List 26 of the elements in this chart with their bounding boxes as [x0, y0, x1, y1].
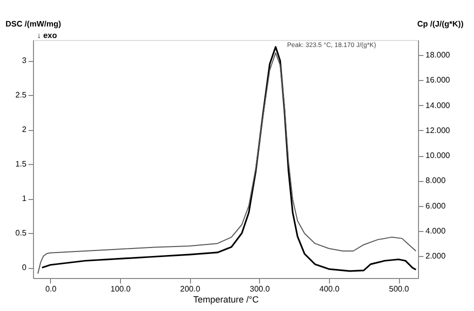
x-tick-label: 300.0	[250, 284, 270, 294]
x-tick-label: 100.0	[110, 284, 132, 294]
y-tick-label: 3	[22, 56, 28, 66]
y2-tick-label: 12.000	[426, 126, 451, 135]
y2-tick-label: 16.000	[426, 76, 451, 85]
x-axis-title: Temperature /°C	[193, 294, 260, 304]
y2-tick-label: 6.000	[426, 201, 446, 210]
x-tick-label: 0.0	[45, 284, 58, 294]
y-tick-label: 0	[22, 263, 28, 272]
y-axis-title: DSC /(mW/mg)	[6, 20, 62, 28]
x-tick-label: 500.0	[388, 284, 410, 294]
y2-tick-label: 14.000	[426, 100, 451, 110]
y2-tick-label: 10.000	[426, 151, 451, 160]
y-tick-label: 2	[22, 125, 28, 134]
x-tick-label: 400.0	[319, 284, 340, 294]
y-tick-label: 2.5	[15, 90, 28, 100]
y2-tick-label: 8.000	[426, 176, 446, 186]
x-tick-label: 200.0	[180, 284, 201, 294]
y2-tick-label: 18.000	[426, 50, 451, 60]
text: ↓ exo	[37, 31, 58, 40]
y2-axis-title: Cp /(J/(g*K))	[417, 20, 464, 28]
y2-tick-label: 4.000	[426, 226, 446, 236]
y-tick-label: 1.5	[15, 160, 28, 169]
y-tick-label: 1	[22, 194, 28, 204]
y2-tick-label: 2.000	[426, 252, 446, 261]
y-tick-label: 0.5	[15, 228, 28, 238]
